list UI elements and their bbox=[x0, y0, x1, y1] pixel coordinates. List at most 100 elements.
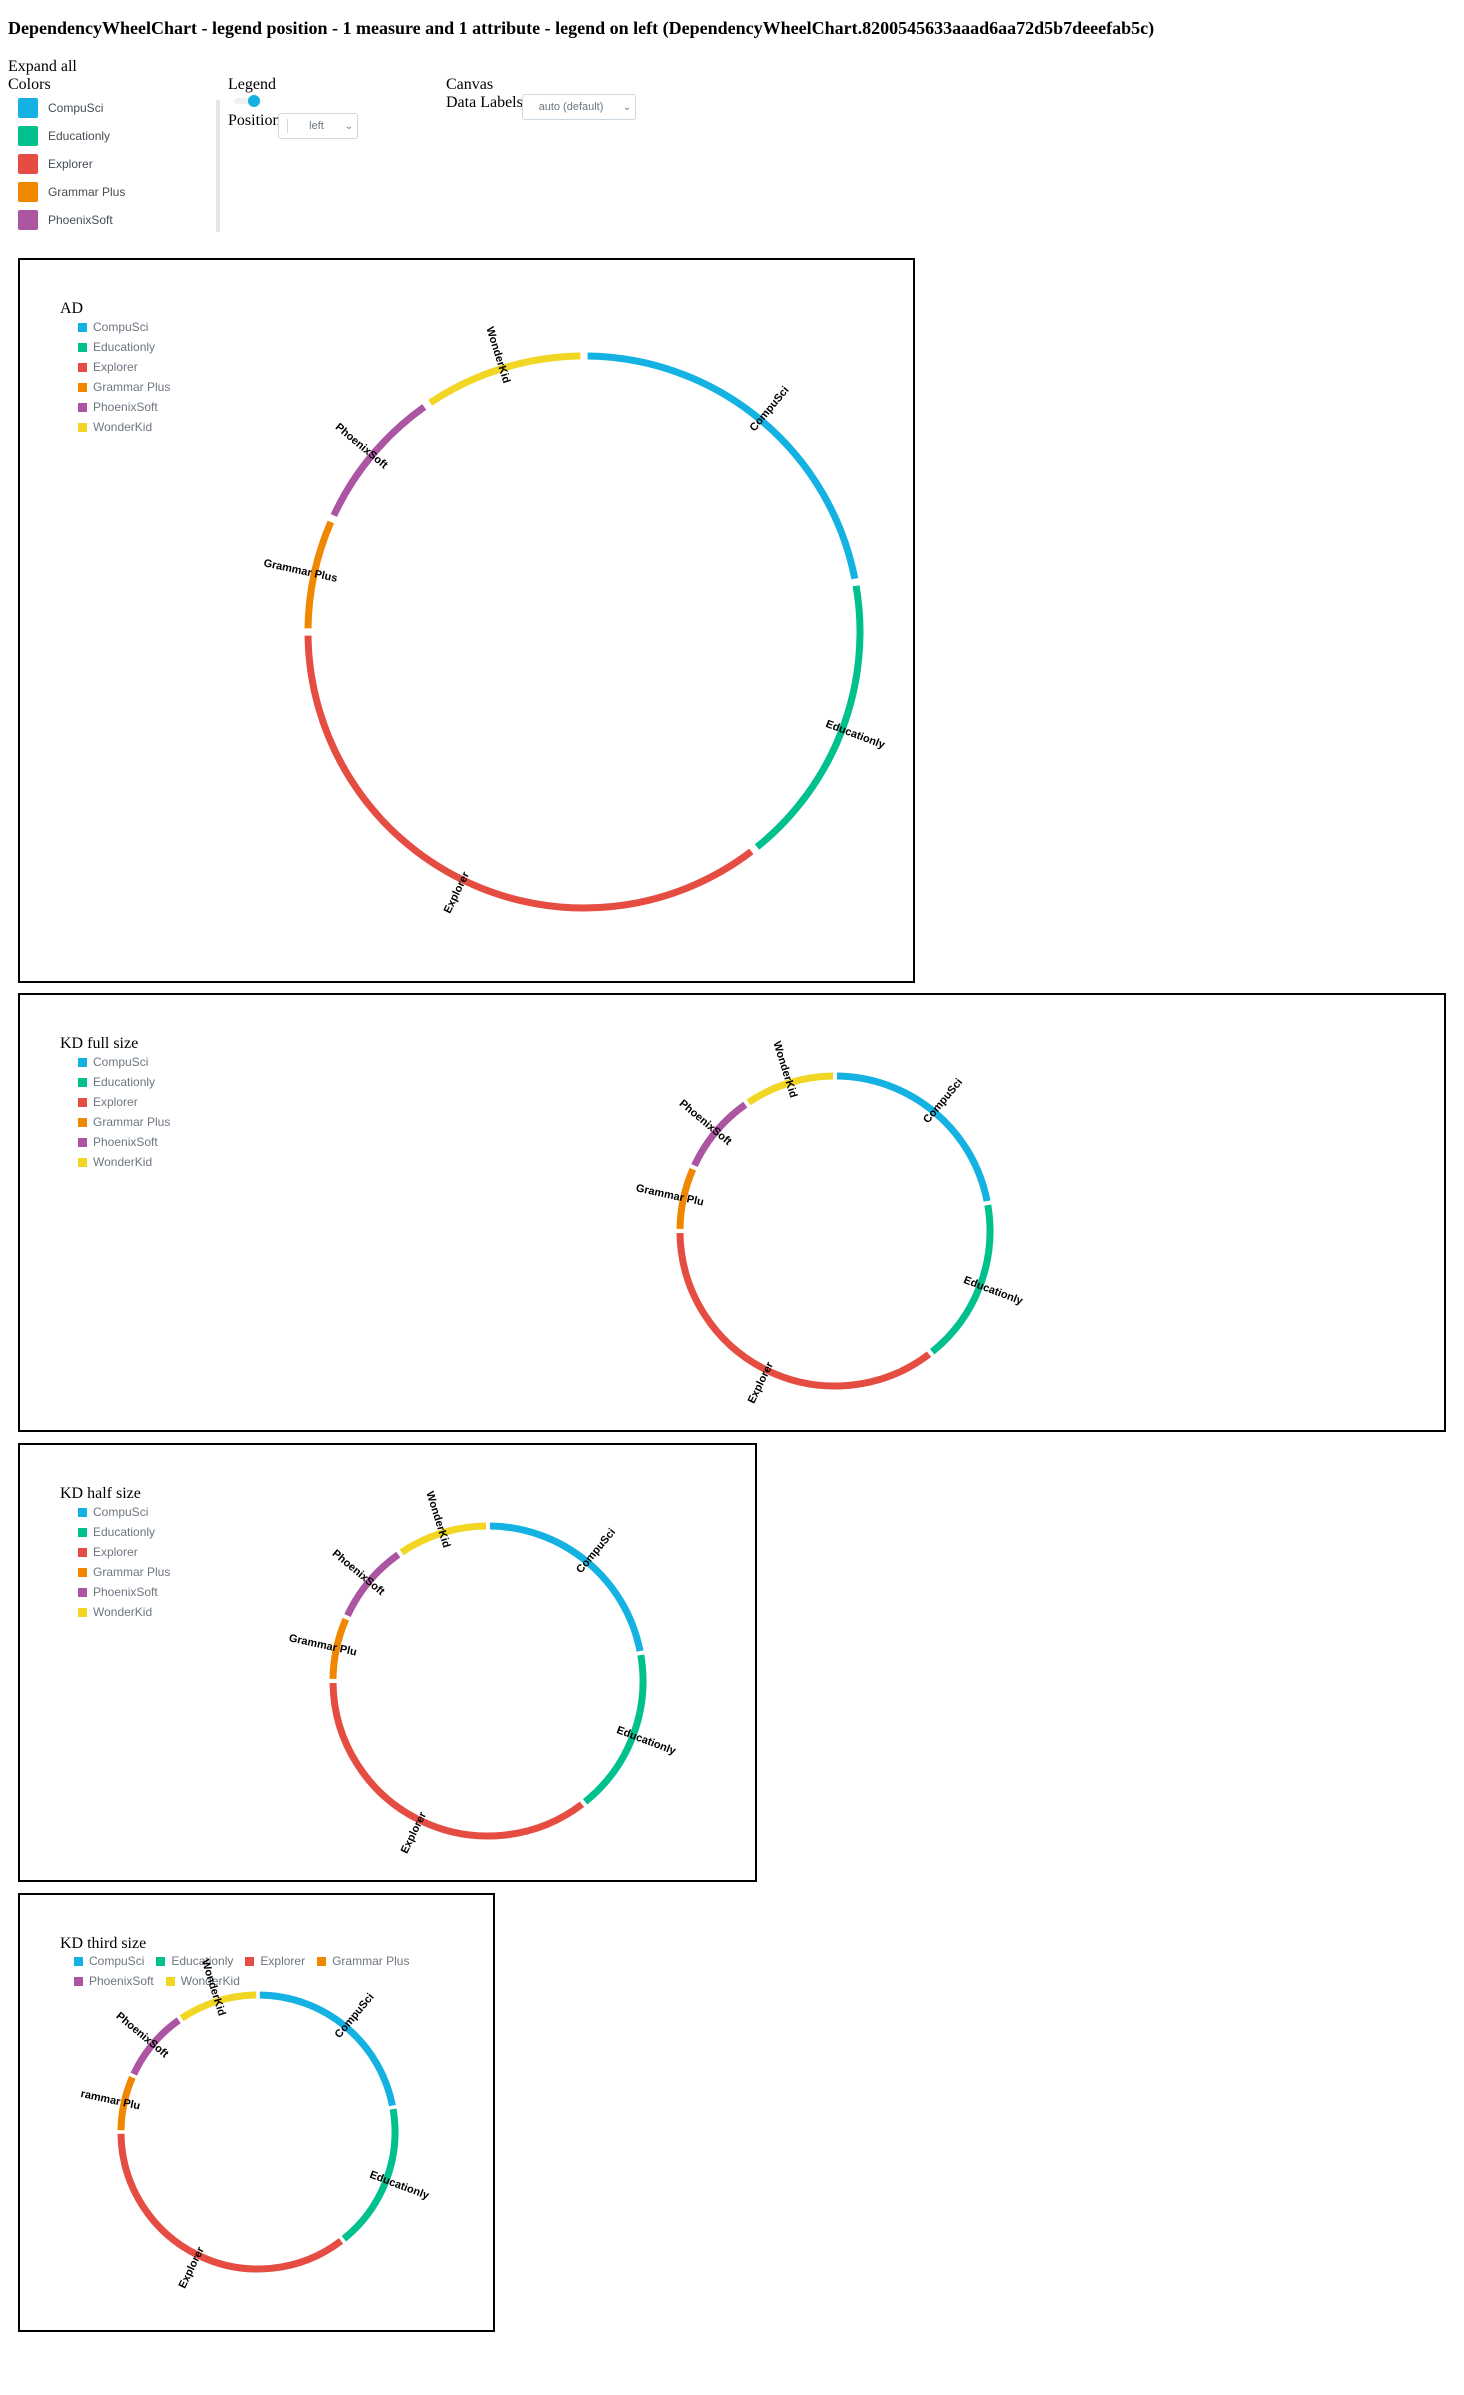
data-labels-label: Data Labels bbox=[446, 94, 523, 111]
wheel-node-arc[interactable] bbox=[929, 1204, 994, 1355]
wheel-node-label: Grammar Plu bbox=[635, 1182, 705, 1208]
chart-panel-ad: AD CompuSci Educationly Explorer Grammar Pl… bbox=[18, 258, 915, 983]
wheel-node-arc[interactable] bbox=[836, 1072, 991, 1202]
legend-item[interactable]: Grammar Plus bbox=[78, 377, 170, 397]
legend-marker bbox=[317, 1956, 327, 1966]
legend-label: Grammar Plus bbox=[93, 380, 171, 394]
color-row[interactable]: PhoenixSoft bbox=[8, 206, 220, 230]
legend-item[interactable]: WonderKid bbox=[78, 1602, 170, 1622]
chart-panel-kd-third: KD third size CompuSci Educationly Explore… bbox=[18, 1893, 495, 2332]
chart-title: KD half size bbox=[60, 1485, 141, 1502]
legend-item[interactable]: Educationly bbox=[78, 1072, 170, 1092]
legend-item[interactable]: PhoenixSoft bbox=[78, 397, 170, 417]
legend-item[interactable]: CompuSci bbox=[74, 1951, 144, 1971]
legend-label: Grammar Plus bbox=[93, 1565, 171, 1579]
color-swatch[interactable] bbox=[18, 210, 38, 230]
page-title: DependencyWheelChart - legend position -… bbox=[8, 18, 1155, 38]
legend-label: PhoenixSoft bbox=[93, 1585, 158, 1599]
color-row[interactable]: Educationly bbox=[8, 122, 220, 150]
legend-marker bbox=[78, 1567, 87, 1577]
wheel-node-arc[interactable] bbox=[344, 1551, 401, 1618]
drag-handle-icon bbox=[287, 119, 292, 133]
position-dropdown[interactable]: left ⌄ bbox=[278, 113, 358, 139]
legend-item[interactable]: Educationly bbox=[156, 1951, 233, 1971]
wheel-node-arc[interactable] bbox=[746, 1072, 834, 1106]
legend-item[interactable]: Educationly bbox=[78, 337, 170, 357]
chart-title: AD bbox=[60, 300, 84, 317]
legend-item[interactable]: CompuSci bbox=[78, 1052, 170, 1072]
legend-item[interactable]: Explorer bbox=[78, 357, 170, 377]
wheel-node-arc[interactable] bbox=[582, 1654, 647, 1805]
wheel-node-arc[interactable] bbox=[304, 635, 754, 912]
color-row[interactable]: Grammar Plus bbox=[8, 178, 220, 206]
colors-section-title: Colors bbox=[8, 76, 51, 93]
wheel-node-arc[interactable] bbox=[399, 1522, 487, 1556]
legend-label: Explorer bbox=[93, 1095, 138, 1109]
wheel-node-arc[interactable] bbox=[117, 2133, 344, 2273]
legend-label: CompuSci bbox=[93, 1505, 149, 1519]
legend-item[interactable]: WonderKid bbox=[165, 1971, 240, 1991]
legend-marker bbox=[74, 1956, 83, 1966]
wheel-node-arc[interactable] bbox=[179, 1991, 257, 2022]
wheel-node-arc[interactable] bbox=[754, 585, 864, 850]
color-swatch[interactable] bbox=[18, 182, 38, 202]
expand-all-button[interactable]: Expand all bbox=[8, 58, 77, 75]
wheel-node-arc[interactable] bbox=[117, 2076, 136, 2131]
wheel-node-arc[interactable] bbox=[489, 1522, 644, 1652]
chevron-down-icon: ⌄ bbox=[344, 120, 354, 132]
legend-item[interactable]: Grammar Plus bbox=[78, 1562, 170, 1582]
color-label: PhoenixSoft bbox=[48, 213, 113, 227]
legend-item[interactable]: CompuSci bbox=[78, 1502, 170, 1522]
color-row[interactable]: CompuSci bbox=[8, 94, 220, 122]
legend-label: WonderKid bbox=[180, 1974, 240, 1988]
legend-label: Explorer bbox=[260, 1954, 306, 1968]
legend-item[interactable]: WonderKid bbox=[78, 417, 170, 437]
legend-label: Explorer bbox=[93, 1545, 138, 1559]
controls-panel: Expand all Colors CompuSci Educationly Exp… bbox=[8, 58, 708, 248]
legend-item[interactable]: Explorer bbox=[245, 1951, 305, 1971]
wheel-node-arc[interactable] bbox=[329, 1617, 350, 1680]
wheel-node-arc[interactable] bbox=[304, 520, 335, 629]
legend-item[interactable]: WonderKid bbox=[78, 1152, 170, 1172]
wheel-node-arc[interactable] bbox=[676, 1232, 932, 1390]
color-label: Educationly bbox=[48, 129, 111, 143]
chart-legend: CompuSci Educationly Explorer Grammar Plus P… bbox=[78, 1052, 170, 1172]
wheel-node-arc[interactable] bbox=[330, 404, 427, 517]
wheel-node-arc[interactable] bbox=[676, 1167, 697, 1230]
colors-scrollbar[interactable] bbox=[216, 100, 220, 232]
legend-item[interactable]: Grammar Plus bbox=[78, 1112, 170, 1132]
legend-item[interactable]: PhoenixSoft bbox=[78, 1582, 170, 1602]
legend-item[interactable]: PhoenixSoft bbox=[74, 1971, 154, 1991]
legend-marker bbox=[78, 1547, 87, 1557]
legend-item[interactable]: Grammar Plus bbox=[317, 1951, 409, 1971]
legend-item[interactable]: PhoenixSoft bbox=[78, 1132, 170, 1152]
legend-item[interactable]: Educationly bbox=[78, 1522, 170, 1542]
wheel-node-arc[interactable] bbox=[329, 1682, 585, 1840]
wheel-node-arc[interactable] bbox=[691, 1101, 748, 1168]
wheel-node-label: Grammar Plu bbox=[288, 1632, 358, 1658]
wheel-node-arc[interactable] bbox=[130, 2017, 181, 2076]
color-swatch[interactable] bbox=[18, 154, 38, 174]
legend-item[interactable]: Explorer bbox=[78, 1542, 170, 1562]
wheel-node-arc[interactable] bbox=[341, 2108, 399, 2242]
chart-title: KD full size bbox=[60, 1035, 139, 1052]
legend-toggle[interactable] bbox=[234, 94, 262, 108]
color-swatch[interactable] bbox=[18, 126, 38, 146]
legend-item[interactable]: CompuSci bbox=[78, 317, 170, 337]
wheel-node-label: rammar Plu bbox=[80, 2088, 142, 2112]
wheel-node-arc[interactable] bbox=[259, 1991, 396, 2107]
color-row[interactable]: Explorer bbox=[8, 150, 220, 178]
data-labels-dropdown[interactable]: auto (default) ⌄ bbox=[522, 94, 636, 120]
colors-list[interactable]: CompuSci Educationly Explorer Grammar Plus P… bbox=[8, 94, 220, 230]
color-swatch[interactable] bbox=[18, 98, 38, 118]
wheel-node-arc[interactable] bbox=[587, 352, 859, 580]
toggle-knob bbox=[248, 95, 260, 107]
legend-label: WonderKid bbox=[93, 420, 153, 434]
wheel-node-arc[interactable] bbox=[428, 352, 581, 406]
wheel-node-label: Grammar Plus bbox=[262, 557, 338, 585]
legend-item[interactable]: Explorer bbox=[78, 1092, 170, 1112]
legend-marker bbox=[74, 1976, 83, 1986]
